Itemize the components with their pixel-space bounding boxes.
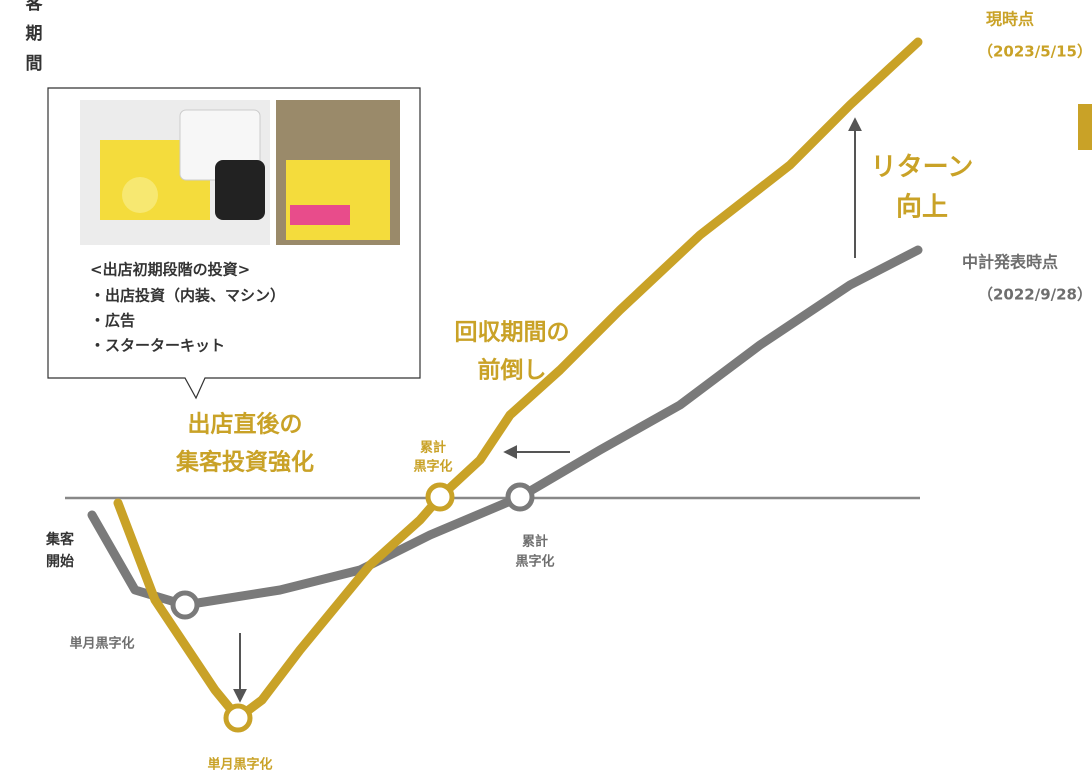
headline: 集客投資強化 <box>175 449 314 476</box>
edge-fragment <box>1078 104 1092 150</box>
breakeven-label: 黒字化 <box>413 459 452 475</box>
milestone <box>505 482 535 512</box>
side-label: 間 <box>26 54 43 74</box>
monthly-label: 単月黒字化 <box>207 757 272 773</box>
current-date: （2023/5/15） <box>978 43 1092 61</box>
start-label: 集客 <box>45 531 75 548</box>
milestone <box>170 590 200 620</box>
breakeven-label: 黒字化 <box>515 554 554 570</box>
milestone <box>425 482 455 512</box>
callout-item: <出店初期段階の投資> <box>90 261 250 279</box>
breakeven-label: 累計 <box>420 440 446 456</box>
side-label: 期 <box>26 24 43 44</box>
photo-item <box>122 177 158 213</box>
side-label: 客 <box>25 0 44 14</box>
photo-item <box>286 160 390 240</box>
return-label: リターン <box>871 153 974 183</box>
monthly-label: 単月黒字化 <box>69 636 134 652</box>
start-label: 開始 <box>46 553 74 570</box>
headline: 出店直後の <box>188 411 303 438</box>
current-label: 現時点 <box>986 10 1034 29</box>
milestone <box>223 703 253 733</box>
payback-label: 回収期間の <box>455 320 570 346</box>
callout-item: ・広告 <box>90 312 135 330</box>
photo-item <box>290 205 350 225</box>
callout-item: ・スターターキット <box>90 337 225 355</box>
callout-item: ・出店投資（内装、マシン） <box>90 287 285 305</box>
payback-label: 前倒し <box>478 357 547 384</box>
breakeven-label: 累計 <box>522 534 548 550</box>
plan-date: （2022/9/28） <box>978 286 1092 304</box>
photo-item <box>215 160 265 220</box>
plan-label: 中計発表時点 <box>962 253 1058 272</box>
return-label: 向上 <box>896 192 948 223</box>
